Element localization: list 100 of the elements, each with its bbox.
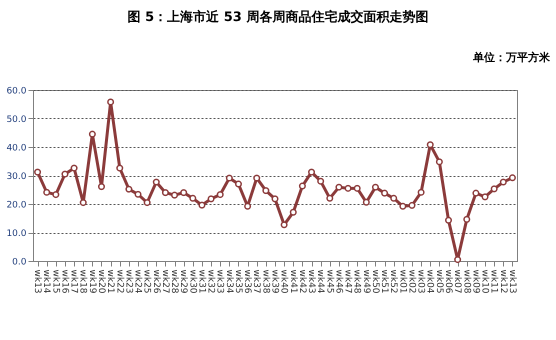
- point: [390, 194, 398, 202]
- point: [344, 184, 352, 192]
- point: [171, 192, 178, 199]
- x-tick-label: wk37: [251, 270, 262, 294]
- point: [335, 184, 342, 191]
- x-tick-label: wk50: [370, 270, 380, 294]
- point: [80, 199, 87, 206]
- y-tick-label: 30.0: [6, 172, 27, 182]
- point: [234, 180, 242, 188]
- x-tick-label: wk42: [296, 270, 307, 294]
- x-tick-label: wk16: [59, 270, 70, 294]
- y-tick-label: 60.0: [6, 86, 27, 96]
- x-tick-label: wk17: [68, 270, 79, 294]
- x-tick-label: wk40: [278, 270, 289, 294]
- point: [298, 182, 306, 190]
- x-tick-label: wk08: [461, 270, 472, 294]
- point: [70, 164, 78, 172]
- x-tick-label: wk34: [224, 270, 234, 294]
- x-tick-label: wk14: [41, 270, 52, 294]
- point: [198, 202, 206, 209]
- x-tick-label: wk13: [32, 270, 42, 294]
- x-tick-label: wk02: [406, 270, 416, 294]
- x-tick-label: wk25: [142, 270, 152, 294]
- x-tick-label: wk24: [132, 270, 143, 294]
- x-tick-label: wk10: [480, 270, 490, 294]
- x-tick-label: wk33: [214, 270, 225, 294]
- point: [52, 191, 60, 198]
- x-tick-label: wk07: [452, 270, 462, 294]
- x-tick-label: wk30: [187, 270, 198, 294]
- y-axis-title: 单位：万平方米: [473, 50, 550, 65]
- y-tick-label: 0.0: [12, 258, 27, 268]
- point: [508, 174, 516, 182]
- x-tick-label: wk18: [78, 270, 88, 294]
- y-tick-label: 20.0: [6, 200, 27, 210]
- point: [262, 187, 270, 194]
- point: [134, 190, 142, 198]
- point: [226, 174, 233, 182]
- x-tick-label: wk41: [288, 270, 298, 294]
- x-tick-label: wk05: [434, 270, 444, 294]
- point: [463, 216, 470, 223]
- point: [500, 178, 507, 186]
- point: [290, 208, 297, 216]
- x-tick-label: wk47: [342, 270, 353, 294]
- point: [244, 202, 252, 210]
- point: [418, 188, 425, 196]
- point: [426, 141, 434, 148]
- x-tick-label: wk45: [324, 270, 334, 294]
- point: [399, 202, 406, 210]
- point: [88, 130, 96, 138]
- x-tick-label: wk44: [315, 270, 326, 294]
- point: [208, 195, 215, 202]
- point: [381, 190, 388, 197]
- point: [43, 188, 50, 196]
- x-tick-label: wk36: [242, 270, 252, 294]
- y-tick-label: 50.0: [6, 115, 27, 125]
- point: [308, 168, 316, 176]
- x-tick-label: wk52: [388, 270, 398, 294]
- point: [253, 174, 260, 182]
- point: [362, 198, 370, 206]
- x-tick-label: wk49: [360, 270, 371, 294]
- point: [472, 190, 480, 197]
- x-tick-label: wk31: [196, 270, 206, 294]
- x-tick-label: wk46: [333, 270, 344, 294]
- x-tick-label: wk21: [105, 270, 116, 294]
- point: [180, 189, 188, 196]
- y-tick-label: 40.0: [6, 144, 27, 154]
- x-tick-label: wk03: [416, 270, 426, 294]
- point: [354, 184, 361, 192]
- point: [34, 168, 42, 176]
- point: [189, 194, 196, 202]
- point: [490, 185, 498, 192]
- y-tick-label: 10.0: [6, 229, 27, 239]
- chart-title: 图 5：上海市近 53 周各周商品住宅成交面积走势图: [126, 8, 430, 26]
- x-tick-label: wk27: [160, 270, 170, 294]
- x-tick-label: wk22: [114, 270, 124, 294]
- x-tick-label: wk06: [443, 270, 454, 294]
- point: [317, 178, 324, 185]
- x-tick-label: wk28: [169, 270, 180, 294]
- point: [280, 221, 288, 228]
- point: [482, 193, 489, 200]
- x-tick-label: wk12: [498, 270, 508, 294]
- x-tick-label: wk04: [424, 270, 435, 294]
- point: [162, 189, 169, 196]
- point: [98, 183, 105, 190]
- x-tick-label: wk39: [270, 270, 280, 294]
- point: [454, 256, 462, 264]
- x-tick-label: wk09: [470, 270, 480, 294]
- x-tick-label: wk48: [352, 270, 362, 294]
- x-tick-label: wk51: [379, 270, 390, 294]
- x-tick-label: wk26: [150, 270, 161, 294]
- x-tick-label: wk43: [306, 270, 316, 294]
- point: [408, 202, 416, 209]
- x-tick-label: wk20: [96, 270, 106, 294]
- point: [445, 216, 452, 224]
- point: [326, 194, 334, 202]
- x-tick-label: wk32: [206, 270, 216, 294]
- point: [61, 170, 68, 178]
- x-tick-label: wk01: [397, 270, 408, 294]
- x-tick-label: wk11: [488, 270, 499, 294]
- x-tick-label: wk19: [86, 270, 97, 294]
